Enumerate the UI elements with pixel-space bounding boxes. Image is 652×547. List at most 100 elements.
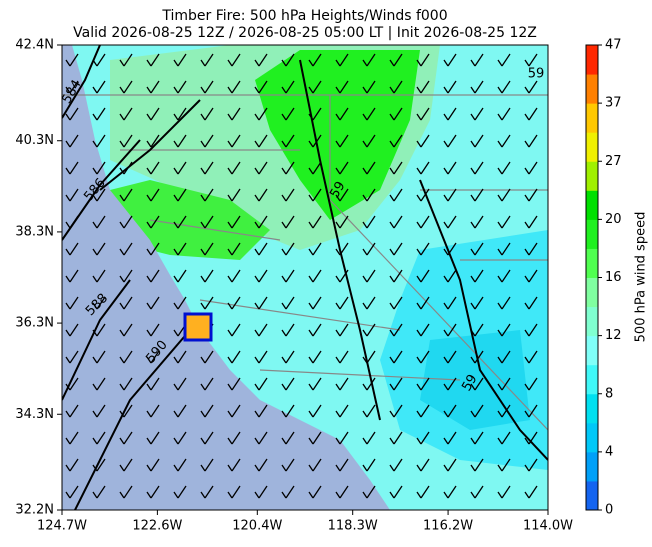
wind-barb xyxy=(497,215,511,229)
wind-barb xyxy=(497,242,511,256)
wind-barb xyxy=(227,485,241,499)
wind-barb xyxy=(200,350,214,364)
wind-barb xyxy=(254,215,268,229)
wind-barb xyxy=(335,134,349,148)
colorbar-tick-label: 16 xyxy=(605,270,622,285)
wind-barb xyxy=(389,377,403,391)
colorbar-tick-label: 0 xyxy=(605,503,613,518)
wind-barb xyxy=(92,458,106,472)
wind-barb xyxy=(362,215,376,229)
wind-barb xyxy=(362,188,376,202)
wind-barb xyxy=(335,323,349,337)
colorbar-tick-label: 37 xyxy=(605,96,622,111)
wind-barb xyxy=(524,188,538,202)
wind-barb xyxy=(416,404,430,418)
wind-barb xyxy=(92,485,106,499)
y-tick-label: 34.3N xyxy=(15,407,54,422)
wind-barb xyxy=(200,80,214,94)
wind-barb xyxy=(119,53,133,67)
wind-barb xyxy=(335,53,349,67)
wind-barb xyxy=(335,431,349,445)
wind-barb xyxy=(254,134,268,148)
wind-barb xyxy=(389,350,403,364)
wind-barb xyxy=(416,458,430,472)
wind-barb xyxy=(308,269,322,283)
wind-barb xyxy=(254,458,268,472)
wind-barb xyxy=(443,161,457,175)
wind-barb xyxy=(173,350,187,364)
wind-barb xyxy=(146,215,160,229)
wind-barb xyxy=(119,377,133,391)
contour-label: 59 xyxy=(327,179,348,201)
wind-barb xyxy=(65,323,79,337)
colorbar-tick-label: 4 xyxy=(605,444,613,459)
wind-barb xyxy=(254,188,268,202)
wind-barb xyxy=(416,377,430,391)
wind-barb xyxy=(497,161,511,175)
wind-barb xyxy=(308,161,322,175)
wind-barb xyxy=(119,350,133,364)
wind-barb xyxy=(416,107,430,121)
wind-barb xyxy=(362,134,376,148)
wind-barb xyxy=(308,323,322,337)
wind-barb xyxy=(65,215,79,229)
wind-barb xyxy=(497,404,511,418)
wind-barb xyxy=(227,458,241,472)
wind-barb xyxy=(254,53,268,67)
wind-barb xyxy=(443,215,457,229)
wind-barb xyxy=(92,242,106,256)
wind-barb xyxy=(335,404,349,418)
wind-barb xyxy=(227,188,241,202)
wind-barb xyxy=(146,80,160,94)
wind-barb xyxy=(389,134,403,148)
wind-barb xyxy=(254,107,268,121)
wind-barb xyxy=(227,404,241,418)
wind-barb xyxy=(308,134,322,148)
wind-barb xyxy=(281,350,295,364)
wind-barb xyxy=(470,161,484,175)
wind-barb xyxy=(281,269,295,283)
wind-barb xyxy=(389,215,403,229)
wind-barb xyxy=(524,485,538,499)
colorbar-band xyxy=(586,45,598,75)
wind-barb xyxy=(389,269,403,283)
wind-barb xyxy=(497,323,511,337)
wind-barb xyxy=(119,296,133,310)
wind-barb xyxy=(362,431,376,445)
wind-barb xyxy=(281,134,295,148)
wind-barb xyxy=(119,431,133,445)
wind-barb xyxy=(254,377,268,391)
wind-barb xyxy=(146,350,160,364)
x-tick-label: 114.0W xyxy=(523,519,573,534)
wind-barb xyxy=(92,188,106,202)
wind-barb xyxy=(443,458,457,472)
wind-barb xyxy=(335,161,349,175)
wind-barb xyxy=(146,269,160,283)
y-tick-label: 40.3N xyxy=(15,133,54,148)
wind-barb xyxy=(227,53,241,67)
wind-barb xyxy=(497,485,511,499)
wind-barb xyxy=(416,134,430,148)
wind-barb xyxy=(146,431,160,445)
wind-barb xyxy=(227,134,241,148)
wind-barb xyxy=(497,350,511,364)
wind-barb xyxy=(389,107,403,121)
wind-barb xyxy=(227,350,241,364)
wind-barb xyxy=(200,215,214,229)
wind-barb xyxy=(173,53,187,67)
wind-barb xyxy=(173,485,187,499)
wind-barb xyxy=(443,188,457,202)
wind-barb xyxy=(254,485,268,499)
wind-barb xyxy=(119,458,133,472)
wind-barb xyxy=(362,404,376,418)
wind-barb xyxy=(92,323,106,337)
title: Timber Fire: 500 hPa Heights/Winds f000 xyxy=(161,8,447,24)
wind-barb xyxy=(524,107,538,121)
wind-barb xyxy=(362,53,376,67)
colorbar-tick-label: 20 xyxy=(605,212,622,227)
wind-barb xyxy=(119,323,133,337)
wind-barb xyxy=(335,188,349,202)
wind-barb xyxy=(146,161,160,175)
y-tick-label: 32.2N xyxy=(15,503,54,518)
